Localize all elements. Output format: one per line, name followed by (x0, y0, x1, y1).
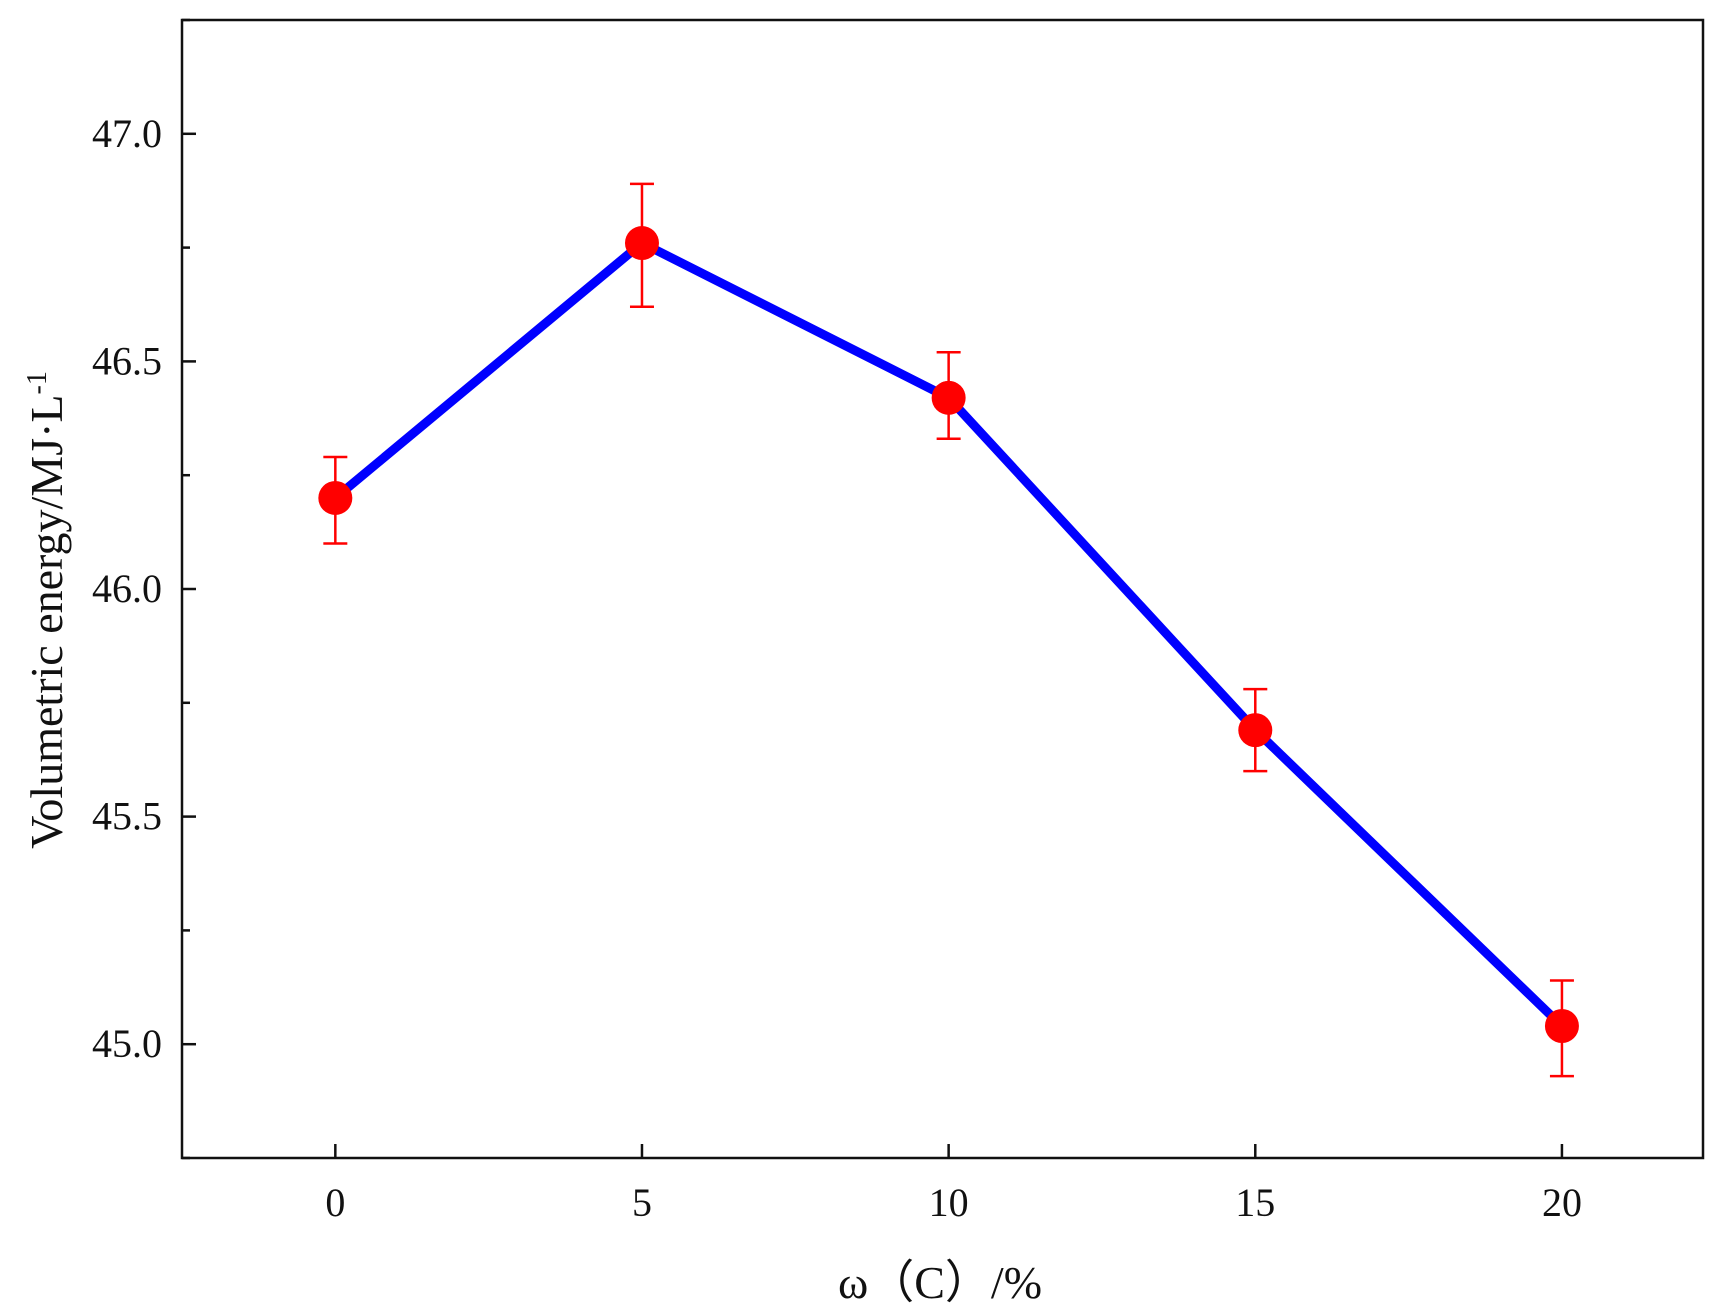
y-tick-label: 47.0 (92, 111, 162, 156)
y-axis-label-superscript: -1 (22, 371, 53, 394)
x-tick-label: 20 (1542, 1180, 1582, 1225)
x-tick-label: 15 (1235, 1180, 1275, 1225)
series (318, 182, 1579, 1078)
x-tick-label: 10 (929, 1180, 969, 1225)
y-tick-label: 46.5 (92, 338, 162, 383)
data-point (1544, 1008, 1579, 1043)
y-axis-label: Volumetric energy/MJ·L-1 (21, 371, 72, 849)
plot-frame (180, 18, 1705, 1160)
y-tick-label: 46.0 (92, 566, 162, 611)
data-point (1238, 713, 1273, 748)
x-tick-label: 0 (325, 1180, 345, 1225)
y-axis-label-text: Volumetric energy/MJ·L (21, 394, 72, 848)
tick-labels: 45.0 45.5 46.0 46.5 47.0 0 5 10 15 20 (92, 111, 1582, 1225)
plot-area-border (180, 18, 1705, 1160)
axis-ticks (182, 18, 1564, 1160)
y-tick-label: 45.0 (92, 1021, 162, 1066)
x-axis-label: ω（C）/% (838, 1257, 1042, 1308)
data-point (318, 480, 353, 515)
y-tick-label: 45.5 (92, 794, 162, 839)
data-point (931, 380, 966, 415)
data-point (624, 226, 659, 261)
y-axis-label-group: Volumetric energy/MJ·L-1 (21, 371, 72, 849)
x-tick-label: 5 (632, 1180, 652, 1225)
